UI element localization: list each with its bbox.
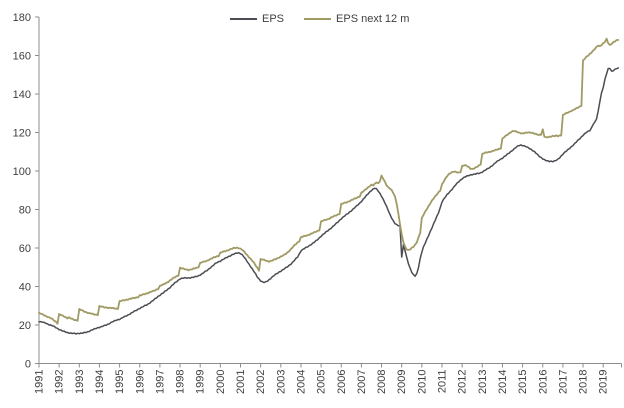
x-tick-label: 2007 [356, 370, 368, 394]
x-tick-label: 2019 [598, 370, 610, 394]
x-tick-label: 1994 [94, 370, 106, 394]
x-tick-label: 2016 [537, 370, 549, 394]
legend-label-eps-next-12m: EPS next 12 m [336, 13, 410, 25]
legend-item-eps-next-12m: EPS next 12 m [304, 13, 409, 25]
x-tick-label: 1999 [195, 370, 207, 394]
x-tick-label: 1991 [34, 370, 46, 394]
x-tick-label: 2013 [477, 370, 489, 394]
y-tick-label: 20 [19, 320, 31, 332]
x-tick-label: 2010 [416, 370, 428, 394]
y-tick-label: 60 [19, 243, 31, 255]
y-tick-label: 40 [19, 282, 31, 294]
y-tick-label: 100 [13, 166, 31, 178]
x-tick-label: 1995 [114, 370, 126, 394]
x-tick-label: 2017 [557, 370, 569, 394]
x-tick-label: 2001 [235, 370, 247, 394]
series-line-eps [38, 67, 620, 335]
x-tick-label: 1998 [175, 370, 187, 394]
legend-item-eps: EPS [230, 13, 284, 25]
eps-next-12m-line-swatch-icon [304, 18, 332, 20]
x-tick-label: 2003 [275, 370, 287, 394]
x-tick-label: 2018 [578, 370, 590, 394]
x-tick-label: 2000 [215, 370, 227, 394]
x-tick-label: 1997 [154, 370, 166, 394]
x-tick-label: 2005 [316, 370, 328, 394]
y-tick-label: 140 [13, 89, 31, 101]
x-tick-label: 2015 [517, 370, 529, 394]
x-tick-label: 2009 [396, 370, 408, 394]
y-tick-label: 180 [13, 12, 31, 24]
y-tick-label: 0 [25, 359, 31, 371]
y-tick-label: 80 [19, 205, 31, 217]
x-tick-label: 2006 [336, 370, 348, 394]
x-tick-label: 2002 [255, 370, 267, 394]
series-line-eps-next-12-m [38, 37, 620, 325]
x-tick-label: 2011 [437, 370, 449, 394]
axis-lines [38, 17, 622, 364]
x-tick-label: 2012 [457, 370, 469, 394]
x-tick-label: 2004 [295, 370, 307, 394]
x-tick-label: 1993 [74, 370, 86, 394]
x-tick-label: 2014 [497, 370, 509, 394]
x-tick-label: 1996 [134, 370, 146, 394]
eps-line-swatch-icon [230, 18, 257, 20]
x-tick-label: 1992 [54, 370, 66, 394]
y-tick-label: 120 [13, 128, 31, 140]
legend-label-eps: EPS [262, 13, 285, 25]
y-tick-label: 160 [13, 51, 31, 63]
chart-legend: EPS EPS next 12 m [230, 13, 409, 25]
x-tick-label: 2008 [376, 370, 388, 394]
